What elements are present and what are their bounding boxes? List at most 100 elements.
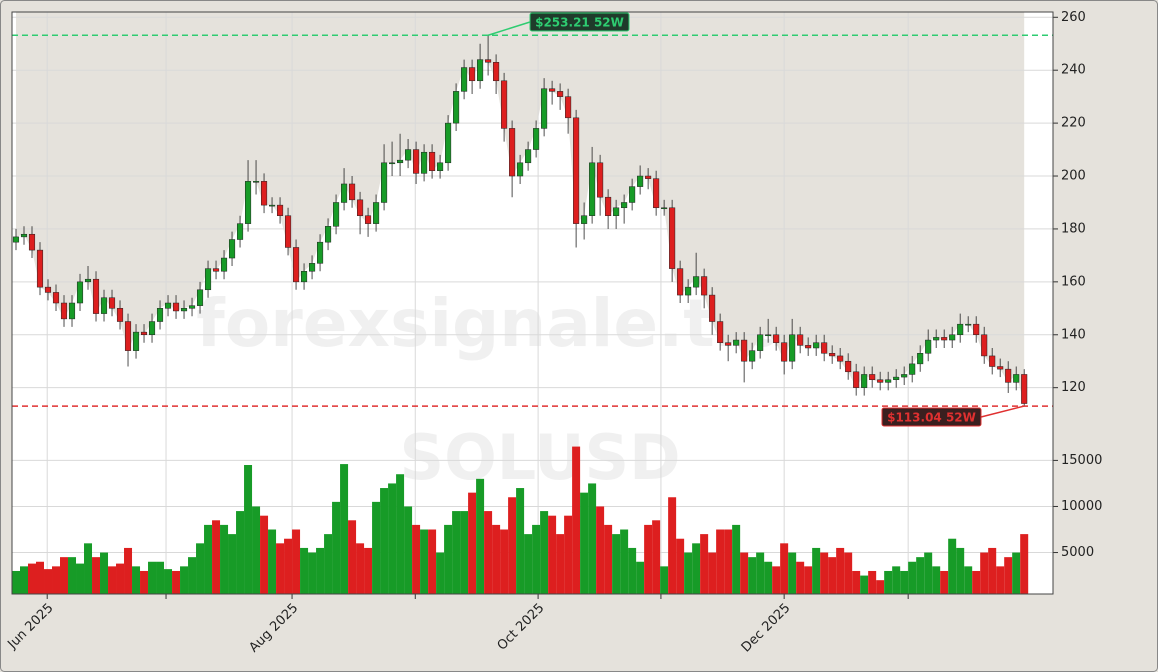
candle-body bbox=[853, 371, 860, 388]
volume-bar bbox=[660, 566, 669, 594]
candle-body bbox=[421, 151, 428, 174]
annotation-label: $113.04 52W bbox=[887, 411, 976, 425]
candle-body bbox=[789, 334, 796, 362]
candle-body bbox=[76, 281, 84, 304]
candle-body bbox=[893, 376, 900, 380]
volume-bar bbox=[484, 511, 493, 594]
volume-bar bbox=[748, 557, 757, 594]
candle-body bbox=[509, 128, 516, 177]
candle-body bbox=[693, 276, 700, 288]
candle-body bbox=[821, 342, 828, 354]
candle-body bbox=[52, 292, 60, 304]
candle-body bbox=[877, 379, 884, 383]
volume-bar bbox=[76, 563, 85, 594]
annotation-arrow bbox=[487, 21, 531, 36]
candle-body bbox=[485, 59, 492, 63]
volume-bar bbox=[644, 524, 653, 594]
candle-body bbox=[989, 355, 996, 367]
candle-body bbox=[100, 297, 108, 314]
volume-bar bbox=[180, 566, 189, 594]
volume-bar bbox=[452, 511, 461, 594]
volume-bar bbox=[308, 552, 317, 594]
volume-bar bbox=[652, 520, 661, 594]
candle-body bbox=[757, 334, 764, 351]
candle-body bbox=[573, 117, 580, 224]
candle-body bbox=[677, 268, 684, 296]
y-tick-label: 160 bbox=[1061, 274, 1086, 289]
candle-body bbox=[60, 302, 68, 320]
candle-body bbox=[277, 204, 284, 216]
candle-body bbox=[365, 215, 372, 224]
candle-body bbox=[501, 80, 508, 129]
volume-bar bbox=[564, 515, 573, 594]
volume-bar bbox=[292, 529, 301, 594]
volume-bar bbox=[796, 561, 805, 594]
volume-bar bbox=[20, 566, 29, 594]
volume-bar bbox=[324, 534, 333, 594]
volume-bar bbox=[28, 563, 37, 594]
candle-body bbox=[909, 363, 916, 375]
candle-body bbox=[325, 226, 332, 243]
volume-bar bbox=[572, 446, 581, 594]
volume-bar bbox=[36, 561, 45, 594]
candle-body bbox=[220, 257, 228, 272]
volume-bar bbox=[876, 580, 885, 594]
volume-bar bbox=[340, 464, 349, 594]
annotation-box bbox=[529, 12, 630, 32]
candle-body bbox=[653, 178, 660, 209]
candle-body bbox=[172, 302, 180, 312]
candle-body bbox=[765, 334, 772, 337]
candle-body bbox=[309, 263, 316, 272]
candle-body bbox=[925, 339, 932, 354]
candle-body bbox=[461, 67, 468, 92]
volume-bar bbox=[260, 515, 269, 594]
candle-body bbox=[493, 62, 500, 82]
price-area bbox=[16, 12, 1025, 404]
volume-bar bbox=[12, 570, 21, 594]
volume-bar bbox=[60, 557, 69, 594]
candle-body bbox=[597, 162, 604, 198]
volume-bar bbox=[420, 529, 429, 594]
candle-body bbox=[84, 278, 92, 283]
candle-body bbox=[252, 181, 260, 183]
candle-body bbox=[445, 122, 452, 164]
candle-body bbox=[397, 159, 404, 164]
candle-body bbox=[429, 151, 436, 171]
candle-body bbox=[941, 337, 948, 341]
volume-bar bbox=[700, 534, 709, 594]
candle-body bbox=[973, 323, 980, 336]
volume-bar bbox=[828, 557, 837, 594]
volume-bar bbox=[92, 557, 101, 594]
candle-body bbox=[180, 308, 188, 312]
y-tick-label: 120 bbox=[1061, 380, 1086, 395]
candle-body bbox=[781, 342, 788, 362]
volume-bar bbox=[212, 520, 221, 594]
volume-bar bbox=[124, 547, 133, 594]
candle-body bbox=[901, 374, 908, 378]
volume-bar bbox=[692, 543, 701, 594]
volume-bar bbox=[868, 570, 877, 594]
candle-body bbox=[1013, 374, 1020, 383]
volume-bar bbox=[596, 506, 605, 594]
volume-bar bbox=[732, 524, 741, 594]
candle-body bbox=[541, 88, 548, 129]
volume-bar bbox=[940, 570, 949, 594]
candle-body bbox=[621, 202, 628, 209]
candle-body bbox=[1005, 368, 1012, 383]
candle-body bbox=[861, 374, 868, 388]
volume-bar bbox=[516, 488, 525, 594]
volume-bar bbox=[812, 547, 821, 594]
volume-bar bbox=[468, 492, 477, 594]
candle-body bbox=[645, 175, 652, 179]
y-tick-label: 260 bbox=[1061, 10, 1086, 25]
volume-bar bbox=[524, 534, 533, 594]
volume-bar bbox=[892, 566, 901, 594]
candle-body bbox=[533, 128, 540, 150]
volume-bar bbox=[860, 575, 869, 594]
candle-body bbox=[605, 196, 612, 216]
volume-bar bbox=[756, 552, 765, 594]
candle-body bbox=[164, 302, 172, 309]
volume-bar bbox=[108, 566, 117, 594]
volume-tick-label: 5000 bbox=[1061, 545, 1094, 560]
